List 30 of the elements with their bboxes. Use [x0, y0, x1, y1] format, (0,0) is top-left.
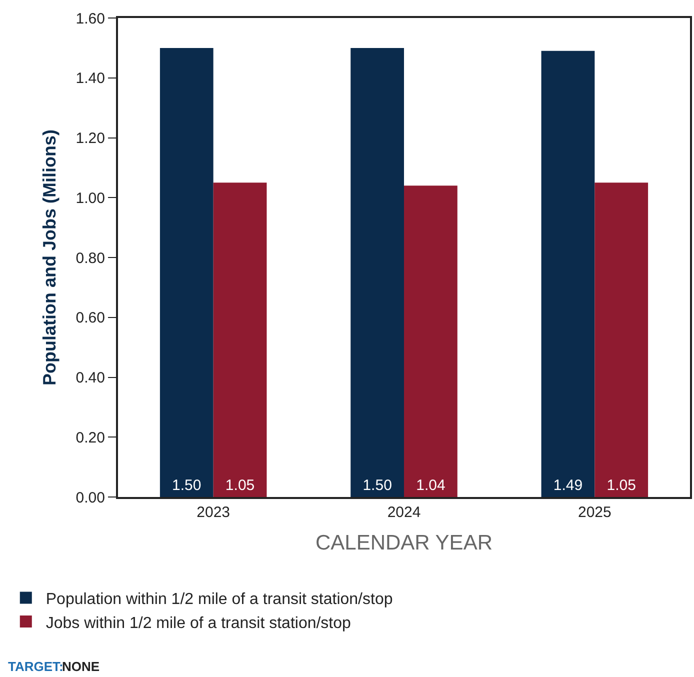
legend-label: Jobs within 1/2 mile of a transit station/stop: [46, 614, 352, 632]
y-tick-label: 0.40: [76, 370, 105, 386]
bar: [213, 182, 267, 497]
x-tick-label: 2025: [578, 504, 612, 521]
x-tick-label: 2024: [387, 504, 421, 521]
text: NONE: [62, 659, 100, 674]
y-tick-label: 0.80: [76, 250, 105, 267]
y-axis-title: Population and Jobs (Milions): [39, 130, 60, 386]
data-label: 1.49: [553, 477, 583, 494]
x-axis-title: CALENDAR YEAR: [315, 532, 493, 555]
y-tick-label: 1.40: [76, 70, 105, 88]
x-tick-label: 2023: [196, 504, 230, 521]
legend-label: Population within 1/2 mile of a transit station/stop: [46, 590, 393, 608]
bar: [350, 48, 404, 497]
bar: [541, 50, 595, 497]
y-tick-label: 1.20: [76, 130, 105, 147]
y-tick-label: 1.00: [76, 190, 105, 207]
data-label: 1.50: [172, 477, 202, 494]
data-label: 1.05: [225, 477, 255, 494]
y-tick-label: 1.60: [76, 10, 105, 28]
y-tick-label: 0.20: [76, 429, 105, 446]
bar: [594, 182, 648, 497]
y-tick-label: 0.00: [76, 489, 105, 506]
data-label: 1.50: [362, 477, 392, 494]
data-label: 1.04: [416, 477, 446, 494]
bar: [404, 186, 458, 497]
bar: [160, 48, 214, 497]
data-label: 1.05: [606, 477, 636, 494]
y-tick-label: 0.60: [76, 310, 105, 327]
text: TARGET:: [8, 659, 64, 674]
